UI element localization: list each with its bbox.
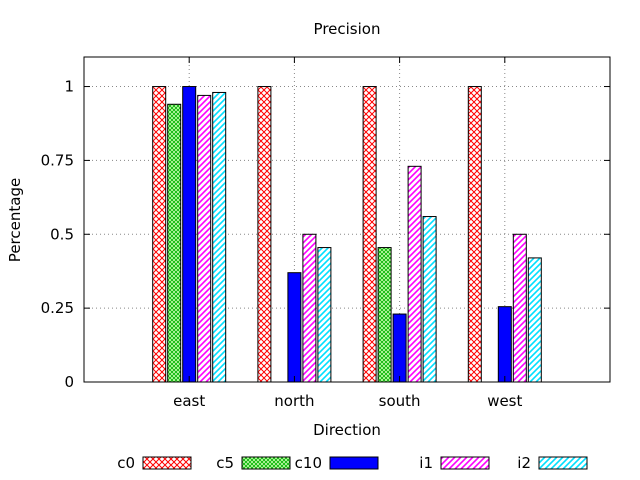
legend-label: c0	[117, 454, 135, 472]
legend-item-c0: c0	[117, 454, 192, 472]
bar-c5-south	[377, 247, 392, 383]
bar-c0-west	[467, 86, 482, 383]
y-tick-label: 0.25	[41, 299, 74, 317]
bar-i1-north	[302, 233, 317, 383]
legend-item-c5: c5	[216, 454, 291, 472]
x-tick-label: east	[173, 392, 205, 410]
y-axis-label: Percentage	[6, 178, 24, 262]
legend-item-c10: c10	[295, 454, 379, 472]
y-tick-label: 0.5	[50, 225, 74, 243]
bar-c5-east	[167, 103, 182, 383]
ticks-layer: 0 0.25 0.5 0.75 1 east north south west	[41, 57, 610, 410]
legend-label: i2	[517, 454, 531, 472]
x-tick-label: west	[487, 392, 522, 410]
legend-swatch	[440, 456, 490, 470]
bar-c0-south	[362, 86, 377, 383]
legend-item-i1: i1	[419, 454, 490, 472]
bar-i2-north	[317, 247, 332, 383]
legend-swatch	[241, 456, 291, 470]
bar-i1-east	[197, 94, 212, 383]
bars-layer	[152, 86, 542, 383]
legend-label: i1	[419, 454, 433, 472]
legend-swatch	[538, 456, 588, 470]
legend-swatch	[142, 456, 192, 470]
y-tick-label: 0.75	[41, 151, 74, 169]
legend-label: c10	[295, 454, 322, 472]
x-tick-label: south	[379, 392, 421, 410]
bar-c10-east	[182, 86, 197, 383]
bar-c10-west	[497, 306, 512, 383]
bar-c10-north	[287, 272, 302, 383]
bar-i2-east	[212, 91, 227, 383]
bar-i1-south	[407, 165, 422, 383]
bar-c0-east	[152, 86, 167, 383]
bar-c10-south	[392, 313, 407, 383]
legend-swatch	[329, 456, 379, 470]
y-tick-label: 1	[64, 78, 74, 96]
bar-i2-south	[422, 216, 437, 383]
bar-i1-west	[512, 233, 527, 383]
legend: c0 c5 c10 i1 i2	[117, 454, 588, 472]
x-axis-label: Direction	[313, 421, 381, 439]
y-tick-label: 0	[64, 373, 74, 391]
bar-i2-west	[527, 257, 542, 383]
legend-label: c5	[216, 454, 234, 472]
x-tick-label: north	[274, 392, 314, 410]
chart-title: Precision	[314, 20, 381, 38]
legend-item-i2: i2	[517, 454, 588, 472]
plot-frame	[83, 56, 611, 383]
bar-c0-north	[257, 86, 272, 383]
